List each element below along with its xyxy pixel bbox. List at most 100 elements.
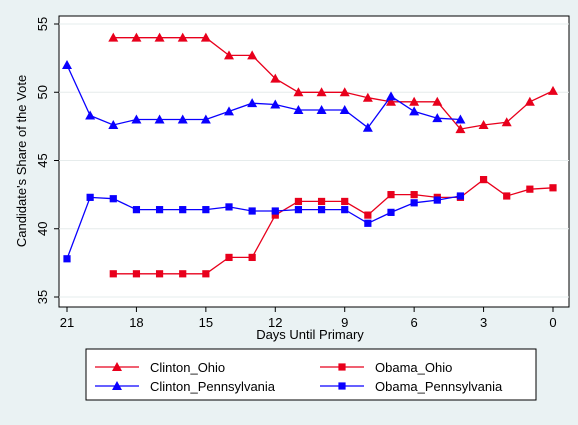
data-point [432,113,443,123]
data-point [456,192,465,200]
data-point [270,73,281,83]
data-point [386,96,396,106]
data-point [478,120,489,130]
data-point [131,32,142,42]
series-Clinton_Pennsylvania [62,59,466,132]
grid-lines [59,23,569,298]
legend-label: Clinton_Ohio [150,360,225,375]
legend-label: Obama_Pennsylvania [375,379,503,394]
x-tick-label: 6 [411,315,418,330]
data-point [224,50,234,60]
data-point [177,32,188,42]
data-point [108,32,119,42]
data-point [132,270,141,278]
plot-frame [58,15,570,308]
data-point [317,197,326,206]
series-line [66,195,461,260]
data-point [386,91,396,101]
data-point [248,253,256,262]
data-point [409,96,420,106]
data-point [316,104,327,114]
x-tick-label: 3 [480,315,487,330]
data-point [63,255,71,263]
data-point [362,92,373,102]
data-point [294,206,303,214]
data-point [62,59,72,69]
data-point [224,106,234,116]
data-point [548,85,558,95]
legend-box [85,348,537,401]
data-point [248,207,256,215]
x-tick-label: 15 [199,315,213,330]
data-point [410,191,418,199]
legend-item: Obama_Ohio [320,360,452,375]
data-point [132,206,141,214]
legend-item: Clinton_Ohio [95,360,225,375]
data-point [200,32,211,42]
data-point [364,219,372,227]
y-tick-label: 50 [35,85,50,99]
data-point [341,206,349,214]
data-point [433,196,441,204]
data-point [155,270,164,278]
data-point [86,193,94,201]
data-point [294,197,303,206]
legend-label: Clinton_Pennsylvania [150,379,276,394]
legend-item: Obama_Pennsylvania [320,379,503,394]
data-point [387,208,395,216]
data-point [271,207,279,215]
y-tick-label: 35 [35,290,50,304]
data-point [247,98,258,108]
legend-marker [112,381,122,390]
axes: 35 40 45 50 55 21 18 15 12 9 6 3 0 [35,17,557,330]
data-point [409,106,420,116]
x-tick-label: 0 [549,315,556,330]
data-point [202,270,210,278]
data-point [364,211,372,219]
legend-label: Obama_Ohio [375,360,452,375]
data-point [501,117,512,127]
data-point [109,195,117,203]
data-point [247,50,258,60]
x-tick-label: 9 [341,315,348,330]
data-point [362,122,373,132]
data-point [432,96,443,106]
data-point [317,206,326,214]
data-point [271,211,279,219]
data-point [549,184,557,192]
data-point [410,199,418,207]
legend-marker [112,362,122,371]
series-line [113,37,554,130]
legend-marker [338,382,346,390]
data-point [179,206,187,214]
data-point [154,32,165,42]
data-point [131,114,142,124]
data-point [503,192,511,200]
data-point [177,114,188,124]
series-Clinton_Ohio [108,32,558,134]
series-line [113,178,554,275]
data-point [479,176,488,184]
data-point [155,206,164,214]
data-point [225,203,233,211]
legend-marker [338,363,346,371]
y-axis-label: Candidate's Share of the Vote [14,75,29,247]
y-tick-label: 55 [35,17,50,31]
legend-item: Clinton_Pennsylvania [95,379,276,394]
data-point [108,120,119,130]
data-point [526,185,534,193]
data-point [524,96,535,106]
x-tick-label: 18 [129,315,143,330]
y-tick-label: 45 [35,153,50,167]
data-point [293,87,304,97]
x-axis-label: Days Until Primary [256,327,364,342]
data-point [225,253,233,262]
data-point [154,114,165,124]
data-point [341,197,349,206]
x-tick-label: 12 [268,315,282,330]
legend: Clinton_Ohio Obama_Ohio Clinton_Pennsylvan… [95,360,503,394]
data-point [293,104,304,114]
data-point [339,87,350,97]
